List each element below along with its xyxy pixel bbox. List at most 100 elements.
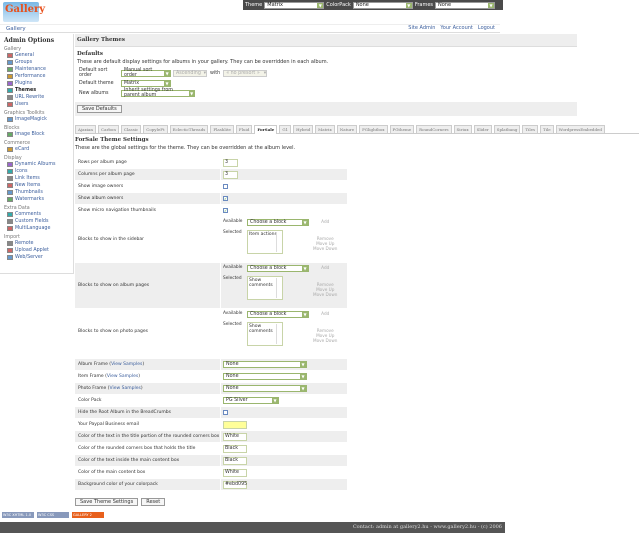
remove-button[interactable]: Remove: [316, 282, 334, 287]
sidebar-item-custom-fields[interactable]: Custom Fields: [4, 218, 69, 225]
tab-ajaxian[interactable]: Ajaxian: [75, 125, 97, 133]
save-defaults-button[interactable]: Save Defaults: [77, 105, 122, 113]
save-theme-settings-button[interactable]: Save Theme Settings: [75, 498, 139, 506]
tab-nature[interactable]: Nature: [336, 125, 358, 133]
item-frame-select[interactable]: None ▼: [223, 373, 307, 380]
rounded-box-color-input[interactable]: Black: [223, 444, 247, 453]
tab-pgtheme[interactable]: PGtheme: [389, 125, 415, 133]
micro-nav-checkbox[interactable]: ✓: [223, 208, 228, 213]
site-admin-link[interactable]: Site Admin: [408, 25, 436, 31]
add-button[interactable]: Add: [321, 265, 330, 270]
paypal-email-input[interactable]: [223, 420, 247, 429]
available-blocks-select[interactable]: Choose a block ▼: [247, 311, 309, 318]
tab-copyleft[interactable]: CopyleFt: [143, 125, 168, 133]
tab-splatbang[interactable]: Splatbang: [493, 125, 521, 133]
tab-g1[interactable]: G1: [279, 125, 292, 133]
sidebar-item-new-items[interactable]: New Items: [4, 182, 69, 189]
gallery-badge[interactable]: GALLERY 2: [72, 512, 104, 518]
selected-blocks-list[interactable]: Show comments: [247, 322, 283, 346]
sidebar-item-comments[interactable]: Comments: [4, 211, 69, 218]
sidebar-item-remote[interactable]: Remote: [4, 240, 69, 247]
selected-blocks-list[interactable]: Show comments: [247, 276, 283, 300]
hide-root-checkbox[interactable]: [223, 410, 228, 415]
view-samples-link[interactable]: View Samples: [109, 386, 141, 391]
tab-carbon[interactable]: Carbon: [98, 125, 119, 133]
sidebar-item-upload-applet[interactable]: Upload Applet: [4, 247, 69, 254]
remove-button[interactable]: Remove: [316, 236, 334, 241]
tab-roundcorners[interactable]: RoundCorners: [416, 125, 452, 133]
tab-matrix[interactable]: Matrix: [315, 125, 335, 133]
breadcrumb-gallery[interactable]: Gallery: [6, 26, 26, 32]
move-up-button[interactable]: Move Up: [316, 287, 335, 292]
gallery-logo[interactable]: Gallery: [3, 2, 45, 22]
theme-select[interactable]: Matrix ▼: [264, 1, 325, 9]
content-box-color-input[interactable]: White: [223, 468, 247, 477]
default-theme-select[interactable]: Matrix ▼: [121, 79, 171, 87]
move-down-button[interactable]: Move Down: [313, 292, 338, 297]
move-up-button[interactable]: Move Up: [316, 333, 335, 338]
reset-button[interactable]: Reset: [141, 498, 166, 506]
css-badge[interactable]: W3C CSS: [37, 512, 69, 518]
logout-link[interactable]: Logout: [477, 25, 495, 31]
photo-frame-select[interactable]: None ▼: [223, 385, 307, 392]
sidebar-item-performance[interactable]: Performance: [4, 73, 69, 80]
sidebar-item-thumbnails[interactable]: Thumbnails: [4, 189, 69, 196]
tab-slider[interactable]: Slider: [473, 125, 492, 133]
album-frame-select[interactable]: None ▼: [223, 361, 307, 368]
tab-forsale[interactable]: ForSale: [254, 125, 278, 134]
sidebar-item-web-server[interactable]: Web/Server: [4, 254, 69, 261]
xhtml-badge[interactable]: W3C XHTML 1.0: [2, 512, 34, 518]
sidebar-item-ecard[interactable]: eCard: [4, 146, 69, 153]
sidebar-item-users[interactable]: Users: [4, 101, 69, 108]
add-button[interactable]: Add: [321, 311, 330, 316]
tab-tile[interactable]: Tile: [540, 125, 554, 133]
sidebar-item-maintenance[interactable]: Maintenance: [4, 66, 69, 73]
move-down-button[interactable]: Move Down: [313, 246, 338, 251]
move-up-button[interactable]: Move Up: [316, 241, 335, 246]
view-samples-link[interactable]: View Samples: [106, 374, 139, 379]
sidebar-item-imagemagick[interactable]: ImageMagick: [4, 116, 69, 123]
title-text-color-input[interactable]: White: [223, 432, 247, 441]
sidebar-item-image-block[interactable]: Image Block: [4, 131, 69, 138]
columns-per-page-input[interactable]: 3: [223, 170, 238, 179]
selected-block-item[interactable]: Item actions: [249, 232, 277, 237]
color-pack-select[interactable]: PG Silver ▼: [223, 397, 279, 404]
sort-order-select[interactable]: Manual sort order ▼: [121, 68, 171, 78]
your-account-link[interactable]: Your Account: [440, 25, 473, 31]
new-albums-select[interactable]: Inherit settings from parent album ▼: [121, 88, 195, 98]
remove-button[interactable]: Remove: [316, 328, 334, 333]
sidebar-item-plugins[interactable]: Plugins: [4, 80, 69, 87]
available-blocks-select[interactable]: Choose a block ▼: [247, 265, 309, 272]
tab-pglightbox[interactable]: PGlightbox: [359, 125, 388, 133]
content-text-color-input[interactable]: Black: [223, 456, 247, 465]
colorpack-select[interactable]: None ▼: [352, 1, 413, 9]
tab-flashlite[interactable]: Flashlite: [210, 125, 234, 133]
tab-wordpressembedded[interactable]: WordpressEmbedded: [555, 125, 605, 133]
available-blocks-select[interactable]: Choose a block ▼: [247, 219, 309, 226]
add-button[interactable]: Add: [321, 219, 330, 224]
background-color-input[interactable]: #ebd095: [223, 480, 248, 489]
tab-fluid[interactable]: Fluid: [235, 125, 253, 133]
show-image-owners-checkbox[interactable]: [223, 184, 228, 189]
sidebar-item-icons[interactable]: Icons: [4, 168, 69, 175]
rows-per-page-input[interactable]: 3: [223, 158, 238, 167]
selected-blocks-list[interactable]: Item actions: [247, 230, 283, 254]
sidebar-item-watermarks[interactable]: Watermarks: [4, 196, 69, 203]
tab-tiles[interactable]: Tiles: [522, 125, 539, 133]
tab-classic[interactable]: Classic: [120, 125, 142, 133]
move-down-button[interactable]: Move Down: [313, 338, 338, 343]
sidebar-item-themes[interactable]: Themes: [4, 87, 69, 94]
selected-block-item[interactable]: Show comments: [249, 278, 273, 288]
sidebar-item-link-items[interactable]: Link Items: [4, 175, 69, 182]
tab-siriux[interactable]: Siriux: [453, 125, 472, 133]
tab-hybrid[interactable]: Hybrid: [293, 125, 314, 133]
view-samples-link[interactable]: View Samples: [111, 362, 143, 367]
sidebar-item-url-rewrite[interactable]: URL Rewrite: [4, 94, 69, 101]
sidebar-item-multilanguage[interactable]: MultiLanguage: [4, 225, 69, 232]
sidebar-item-groups[interactable]: Groups: [4, 59, 69, 66]
show-album-owners-checkbox[interactable]: ✓: [223, 196, 228, 201]
sidebar-item-general[interactable]: General: [4, 52, 69, 59]
tab-eclecticthreads[interactable]: EclecticThreads: [169, 125, 209, 133]
frames-select[interactable]: None ▼: [435, 1, 495, 9]
selected-block-item[interactable]: Show comments: [249, 324, 273, 334]
